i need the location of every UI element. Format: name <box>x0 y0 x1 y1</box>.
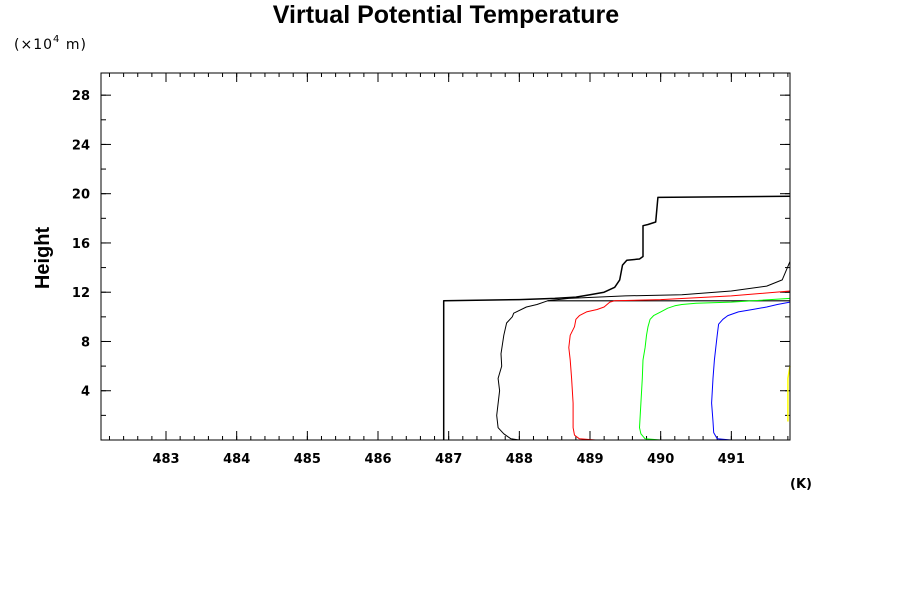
x-tick-label: 485 <box>294 452 321 467</box>
y-tick-label: 8 <box>81 335 90 350</box>
plot-frame <box>100 72 791 441</box>
chart-title: Virtual Potential Temperature <box>273 1 619 29</box>
x-tick-label: 487 <box>435 452 462 467</box>
x-tick-label: 484 <box>223 452 250 467</box>
x-tick-label: 489 <box>576 452 603 467</box>
y-tick-label: 16 <box>72 237 90 252</box>
x-tick-label: 486 <box>364 452 391 467</box>
y-unit-label: (×104 m) <box>14 34 87 53</box>
y-tick-label: 28 <box>72 89 90 104</box>
series-line-1 <box>442 195 791 440</box>
series-line-4 <box>568 290 791 441</box>
series-line-7 <box>787 365 791 422</box>
series-line-6 <box>711 301 791 441</box>
series-line-3 <box>496 261 791 441</box>
y-tick-label: 12 <box>72 286 90 301</box>
ticks <box>101 73 790 440</box>
x-tick-label: 483 <box>152 452 179 467</box>
y-axis-label: Height <box>32 227 54 290</box>
y-tick-label: 24 <box>72 138 90 153</box>
tick-labels: 483 484 485 486 487 488 489 490 491 4 8 12 16 20 24 28 <box>72 89 745 467</box>
x-tick-label: 490 <box>647 452 674 467</box>
x-unit-label: (K) <box>790 477 812 492</box>
series-line-5 <box>639 297 791 441</box>
data-series <box>442 195 791 441</box>
x-tick-label: 491 <box>718 452 745 467</box>
y-tick-label: 20 <box>72 188 90 203</box>
y-tick-label: 4 <box>81 385 90 400</box>
x-tick-label: 488 <box>506 452 533 467</box>
